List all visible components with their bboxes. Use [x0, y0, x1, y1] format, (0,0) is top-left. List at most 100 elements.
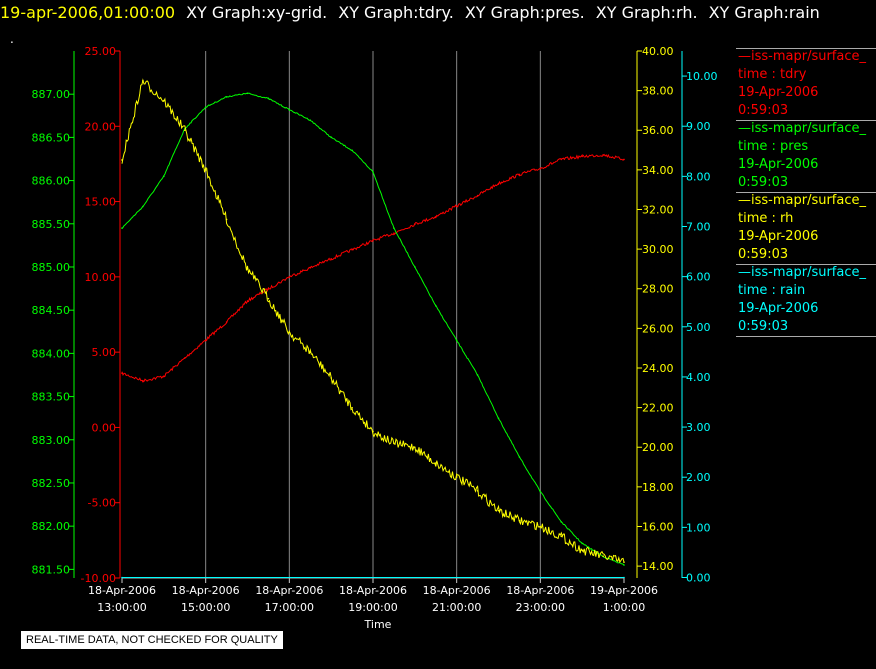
graph-title-2: XY Graph:tdry. [338, 3, 454, 22]
data-point-tdry [309, 267, 312, 269]
legend-item-rain[interactable]: —iss-mapr/surface_ time : rain 19-Apr-20… [736, 264, 876, 336]
data-point-rh [183, 129, 186, 132]
legend-rule [736, 264, 876, 265]
rain-tick-label: 2.00 [686, 471, 711, 484]
data-point-tdry [183, 357, 186, 359]
data-point-rh [455, 476, 458, 478]
pres-tick-label: 882.00 [32, 520, 71, 533]
data-point-tdry [476, 194, 479, 197]
data-point-tdry [204, 339, 207, 341]
dot-mark: . [10, 32, 14, 46]
data-point-pres [163, 175, 165, 178]
legend-var: time : pres [738, 139, 809, 154]
legend-item-rh[interactable]: —iss-mapr/surface_ time : rh 19-Apr-2006… [736, 192, 876, 264]
data-point-tdry [455, 205, 458, 207]
legend-name: —iss-mapr/surface_ [738, 265, 867, 280]
pres-tick-label: 883.00 [32, 434, 71, 447]
data-point-tdry [434, 215, 437, 218]
rh-tick-label: 32.00 [642, 203, 674, 216]
legend-var: time : tdry [738, 67, 807, 82]
x-tick-label-time: 17:00:00 [265, 601, 314, 614]
data-point-pres [518, 456, 521, 458]
pres-tick-label: 885.50 [32, 218, 71, 231]
data-point-rh [121, 159, 123, 161]
pres-tick-label: 881.50 [32, 563, 71, 576]
rh-tick-label: 38.00 [642, 85, 674, 98]
series-rh [121, 78, 625, 564]
pres-tick-label: 885.00 [32, 261, 71, 274]
rh-tick-label: 26.00 [642, 322, 674, 335]
graph-title-4: XY Graph:rh. [595, 3, 698, 22]
data-point-rh [351, 406, 353, 409]
legend-item-tdry[interactable]: —iss-mapr/surface_ time : tdry 19-Apr-20… [736, 48, 876, 120]
rh-tick-label: 14.00 [642, 560, 674, 573]
graph-title-5: XY Graph:rain [708, 3, 820, 22]
rain-tick-label: 0.00 [686, 571, 711, 584]
graph-title-1: XY Graph:xy-grid. [186, 3, 328, 22]
data-point-pres [497, 417, 500, 419]
data-point-pres [623, 564, 625, 566]
x-tick-label-date: 19-Apr-2006 [590, 584, 658, 597]
data-point-tdry [351, 248, 353, 251]
x-tick-label-time: 21:00:00 [432, 601, 481, 614]
data-point-tdry [142, 379, 144, 382]
data-point-rh [560, 535, 563, 538]
legend-date: 19-Apr-2006 [738, 229, 819, 244]
legend-rule [736, 120, 876, 121]
data-point-rh [602, 555, 604, 558]
pres-tick-label: 886.00 [32, 175, 71, 188]
graph-title-3: XY Graph:pres. [464, 3, 585, 22]
data-point-tdry [518, 173, 521, 176]
x-tick-label-date: 18-Apr-2006 [423, 584, 491, 597]
data-point-pres [351, 149, 353, 152]
rh-tick-label: 22.00 [642, 402, 674, 415]
legend-name: —iss-mapr/surface_ [738, 49, 867, 64]
data-point-tdry [414, 223, 416, 225]
pres-tick-label: 884.00 [32, 347, 71, 360]
data-point-pres [414, 266, 416, 268]
legend-item-pres[interactable]: —iss-mapr/surface_ time : pres 19-Apr-20… [736, 120, 876, 192]
data-point-rh [393, 442, 395, 445]
tdry-tick-label: 20.00 [85, 120, 117, 133]
legend-var: time : rh [738, 211, 794, 226]
data-point-rh [372, 430, 374, 433]
x-tick-label-time: 15:00:00 [181, 601, 230, 614]
data-point-rh [497, 509, 500, 512]
legend-name: —iss-mapr/surface_ [738, 193, 867, 208]
rain-tick-label: 9.00 [686, 120, 711, 133]
data-point-rh [434, 462, 437, 464]
tdry-tick-label: 10.00 [85, 271, 117, 284]
data-point-rain [623, 576, 625, 579]
data-point-pres [476, 374, 479, 376]
tdry-tick-label: 5.00 [92, 346, 117, 359]
rh-tick-label: 28.00 [642, 283, 674, 296]
data-point-rh [163, 99, 165, 102]
x-tick-label-date: 18-Apr-2006 [339, 584, 407, 597]
rh-tick-label: 30.00 [642, 243, 674, 256]
data-point-rh [581, 549, 583, 552]
data-point-tdry [163, 375, 165, 378]
data-point-rh [539, 525, 542, 528]
data-point-pres [393, 227, 395, 229]
rh-tick-label: 40.00 [642, 45, 674, 58]
data-point-pres [246, 92, 249, 95]
rain-tick-label: 1.00 [686, 521, 711, 534]
data-point-rain [121, 576, 123, 579]
data-point-tdry [288, 276, 291, 278]
pres-tick-label: 886.50 [32, 131, 71, 144]
data-point-pres [434, 305, 437, 307]
pres-tick-label: 883.50 [32, 391, 71, 404]
data-point-pres [121, 227, 123, 229]
data-point-tdry [225, 321, 228, 323]
data-point-tdry [393, 232, 395, 234]
legend-time: 0:59:03 [738, 319, 789, 334]
legend-bottom-rule [736, 336, 876, 337]
data-point-tdry [539, 167, 542, 170]
data-point-tdry [623, 158, 625, 161]
rain-tick-label: 4.00 [686, 371, 711, 384]
legend-var: time : rain [738, 283, 806, 298]
legend-name: —iss-mapr/surface_ [738, 121, 867, 136]
pres-tick-label: 887.00 [32, 88, 71, 101]
series-rain [121, 576, 625, 579]
rh-tick-label: 20.00 [642, 441, 674, 454]
